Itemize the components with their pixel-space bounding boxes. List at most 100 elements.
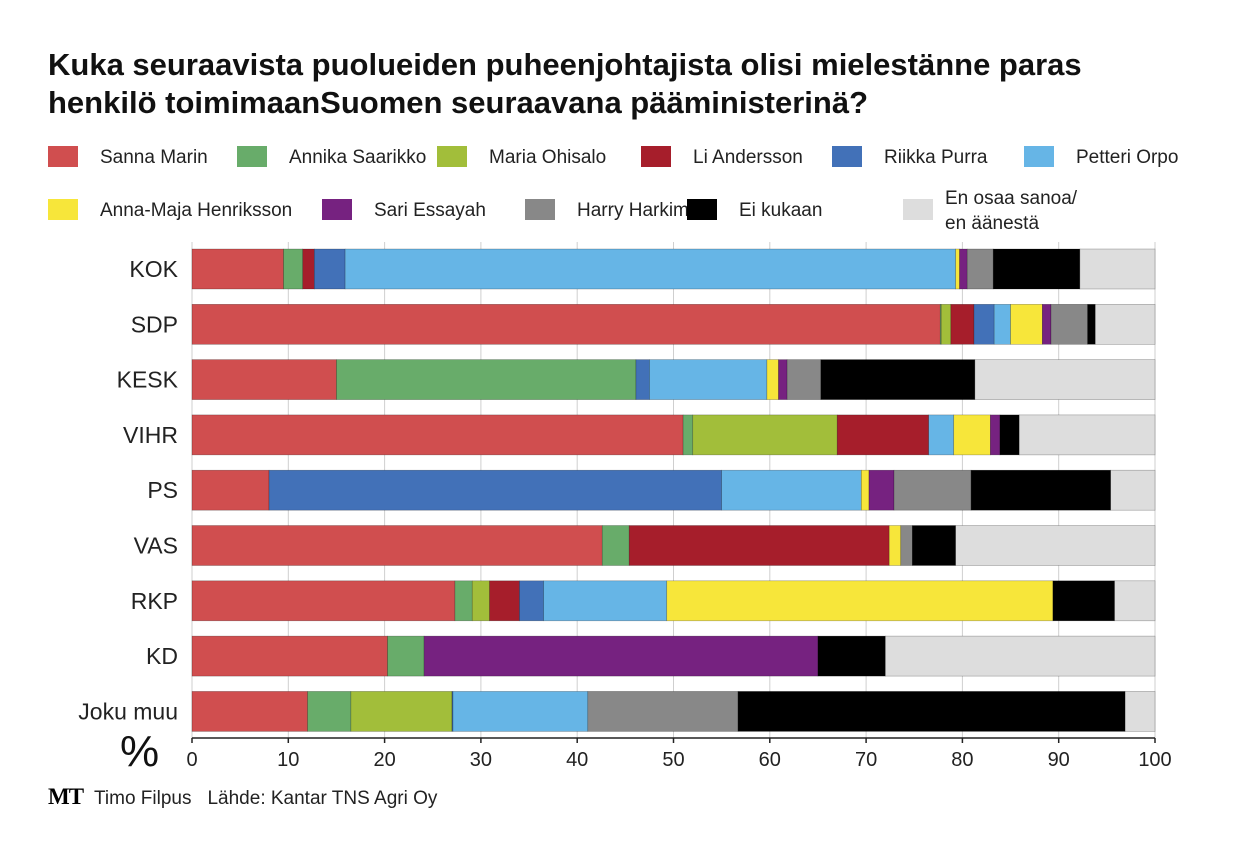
legend-label-annika-saarikko: Annika Saarikko: [289, 147, 426, 168]
bar-kok-riikka-purra: [314, 248, 346, 290]
category-label-kok: KOK: [129, 256, 178, 282]
bar-vihr-ei-kukaan: [999, 414, 1020, 456]
bar-rkp-en-osaa-sanoa-en-äänestä: [1114, 580, 1156, 622]
legend-label-anna-maja-henriksson: Anna-Maja Henriksson: [100, 200, 292, 221]
bar-kesk-anna-maja-henriksson: [766, 359, 779, 400]
bar-kok-en-osaa-sanoa-en-äänestä: [1079, 248, 1156, 290]
legend-label-en-osaa-sanoa-line2: en äänestä: [945, 213, 1039, 234]
bar-joku-muu-annika-saarikko: [307, 691, 352, 732]
bar-kesk-annika-saarikko: [336, 359, 637, 400]
x-tick-label-30: 30: [470, 749, 492, 771]
bar-rkp-maria-ohisalo: [471, 580, 490, 622]
bar-ps-sanna-marin: [191, 469, 270, 511]
legend-label-en-osaa-sanoa: En osaa sanoa/: [945, 188, 1078, 209]
bar-vas-sanna-marin: [191, 525, 603, 566]
bar-ps-riikka-purra: [268, 469, 722, 511]
bar-joku-muu-sanna-marin: [191, 691, 308, 732]
bar-kd-annika-saarikko: [387, 635, 425, 677]
bar-kok-anna-maja-henriksson: [955, 248, 960, 290]
category-label-kesk: KESK: [117, 367, 179, 393]
legend-label-li-andersson: Li Andersson: [693, 147, 803, 168]
x-tick-label-40: 40: [566, 749, 588, 771]
bar-kesk-sari-essayah: [778, 359, 788, 400]
chart-title-line-1: Kuka seuraavista puolueiden puheenjohtaj…: [48, 47, 1082, 82]
bar-sdp-maria-ohisalo: [940, 303, 952, 345]
bar-rkp-riikka-purra: [519, 580, 544, 622]
stacked-bar-chart: Sanna Marin Annika Saarikko Maria Ohisalo L…: [48, 146, 1178, 776]
bar-vas-ei-kukaan: [912, 525, 956, 566]
legend-swatch-petteri-orpo: [1024, 146, 1054, 167]
legend-label-riikka-purra: Riikka Purra: [884, 147, 988, 168]
bar-rkp-li-andersson: [489, 580, 520, 622]
bar-vas-anna-maja-henriksson: [888, 525, 902, 566]
x-axis-label: %: [120, 727, 159, 776]
legend-swatch-riikka-purra: [832, 146, 862, 167]
chart-title: Kuka seuraavista puolueiden puheenjohtaj…: [48, 46, 1218, 122]
legend-label-ei-kukaan: Ei kukaan: [739, 200, 822, 221]
bar-kok-petteri-orpo: [344, 248, 956, 290]
bar-kd-sari-essayah: [423, 635, 819, 677]
category-label-vas: VAS: [134, 533, 178, 559]
bar-joku-muu-harry-harkimo: [587, 691, 739, 732]
bar-vihr-annika-saarikko: [682, 414, 694, 456]
bar-sdp-sari-essayah: [1042, 303, 1052, 345]
bar-kesk-en-osaa-sanoa-en-äänestä: [974, 359, 1156, 400]
category-label-joku-muu: Joku muu: [78, 698, 178, 724]
bar-vas-li-andersson: [628, 525, 890, 566]
bar-ps-harry-harkimo: [893, 469, 972, 511]
x-tick-label-80: 80: [951, 749, 973, 771]
bar-joku-muu-en-osaa-sanoa-en-äänestä: [1124, 691, 1156, 732]
bar-kok-sanna-marin: [191, 248, 284, 290]
bar-kd-en-osaa-sanoa-en-äänestä: [885, 635, 1156, 677]
bar-joku-muu-ei-kukaan: [737, 691, 1126, 732]
x-tick-label-50: 50: [662, 749, 684, 771]
legend-label-maria-ohisalo: Maria Ohisalo: [489, 147, 606, 168]
bar-kesk-harry-harkimo: [786, 359, 822, 400]
x-tick-label-70: 70: [855, 749, 877, 771]
category-label-ps: PS: [147, 477, 178, 503]
bar-ps-sari-essayah: [868, 469, 895, 511]
bar-kesk-riikka-purra: [635, 359, 650, 400]
bar-vas-annika-saarikko: [601, 525, 630, 566]
x-tick-label-60: 60: [759, 749, 781, 771]
bar-sdp-anna-maja-henriksson: [1010, 303, 1043, 345]
bar-rkp-anna-maja-henriksson: [666, 580, 1054, 622]
bar-joku-muu-maria-ohisalo: [350, 691, 453, 732]
bar-vihr-anna-maja-henriksson: [953, 414, 991, 456]
x-tick-label-90: 90: [1048, 749, 1070, 771]
bar-ps-ei-kukaan: [970, 469, 1112, 511]
footer: MT Timo Filpus Lähde: Kantar TNS Agri Oy: [48, 784, 437, 810]
legend-label-sanna-marin: Sanna Marin: [100, 147, 208, 168]
legend-label-harry-harkimo: Harry Harkimo: [577, 200, 699, 221]
bar-vihr-sanna-marin: [191, 414, 684, 456]
bar-vihr-sari-essayah: [990, 414, 1001, 456]
bar-kok-sari-essayah: [959, 248, 968, 290]
legend-swatch-ei-kukaan: [687, 199, 717, 220]
bar-kd-sanna-marin: [191, 635, 388, 677]
bar-vas-harry-harkimo: [900, 525, 913, 566]
bar-sdp-riikka-purra: [973, 303, 995, 345]
x-tick-label-0: 0: [186, 749, 197, 771]
footer-source: Lähde: Kantar TNS Agri Oy: [207, 788, 438, 809]
bar-vihr-li-andersson: [836, 414, 929, 456]
mt-logo: MT: [48, 784, 84, 809]
bar-vihr-petteri-orpo: [928, 414, 955, 456]
legend-swatch-sanna-marin: [48, 146, 78, 167]
footer-author: Timo Filpus: [94, 788, 192, 809]
bar-sdp-ei-kukaan: [1087, 303, 1096, 345]
legend-label-sari-essayah: Sari Essayah: [374, 200, 486, 221]
bar-vihr-en-osaa-sanoa-en-äänestä: [1018, 414, 1156, 456]
bar-sdp-en-osaa-sanoa-en-äänestä: [1094, 303, 1156, 345]
bar-sdp-li-andersson: [950, 303, 975, 345]
bar-kok-ei-kukaan: [992, 248, 1081, 290]
bar-rkp-annika-saarikko: [454, 580, 473, 622]
bar-ps-anna-maja-henriksson: [860, 469, 870, 511]
category-label-kd: KD: [146, 643, 178, 669]
x-tick-label-100: 100: [1138, 749, 1171, 771]
category-label-sdp: SDP: [131, 311, 178, 337]
bar-sdp-sanna-marin: [191, 303, 941, 345]
bar-rkp-sanna-marin: [191, 580, 456, 622]
bar-kesk-sanna-marin: [191, 359, 337, 400]
bar-joku-muu-petteri-orpo: [452, 691, 589, 732]
legend-swatch-li-andersson: [641, 146, 671, 167]
